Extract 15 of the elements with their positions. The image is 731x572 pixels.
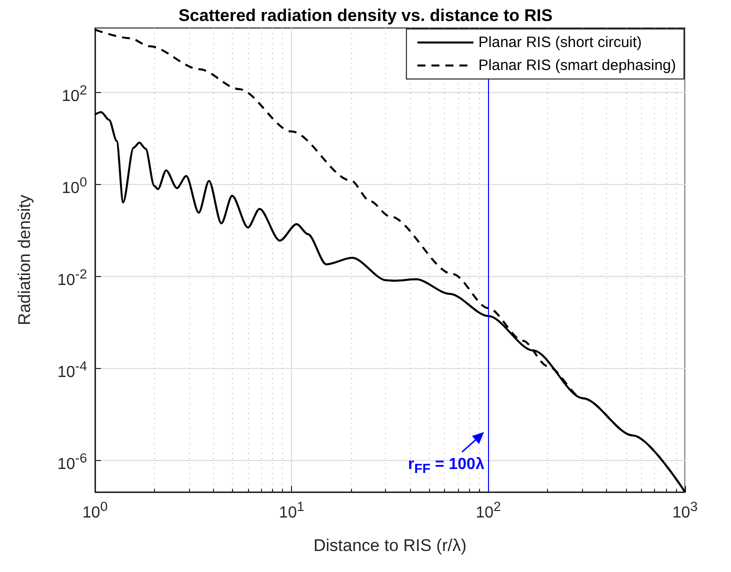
x-tick-label: 10$^{1}$: [279, 499, 304, 522]
x-axis-title: Distance to RIS (r/λ): [313, 536, 467, 555]
y-tick-label: 10$^{0}$: [62, 174, 87, 197]
y-tick-label: 10$^{-6}$: [57, 450, 87, 473]
ref-line-label: r$_{FF}$ = 100λ: [408, 456, 484, 477]
y-tick-label: 10$^{-4}$: [57, 358, 87, 381]
legend-label: Planar RIS (short circuit): [478, 34, 642, 51]
x-tick-label: 10$^{0}$: [82, 499, 108, 522]
y-axis-title: Radiation density: [15, 194, 34, 326]
legend-label: Planar RIS (smart dephasing): [478, 57, 676, 74]
chart-title: Scattered radiation density vs. distance to RIS: [178, 6, 553, 25]
y-tick-label: 10$^{-2}$: [57, 266, 87, 289]
x-tick-label: 10$^{2}$: [476, 499, 501, 522]
x-tick-label: 10$^{3}$: [672, 499, 698, 522]
y-tick-label: 10$^{2}$: [62, 82, 87, 106]
